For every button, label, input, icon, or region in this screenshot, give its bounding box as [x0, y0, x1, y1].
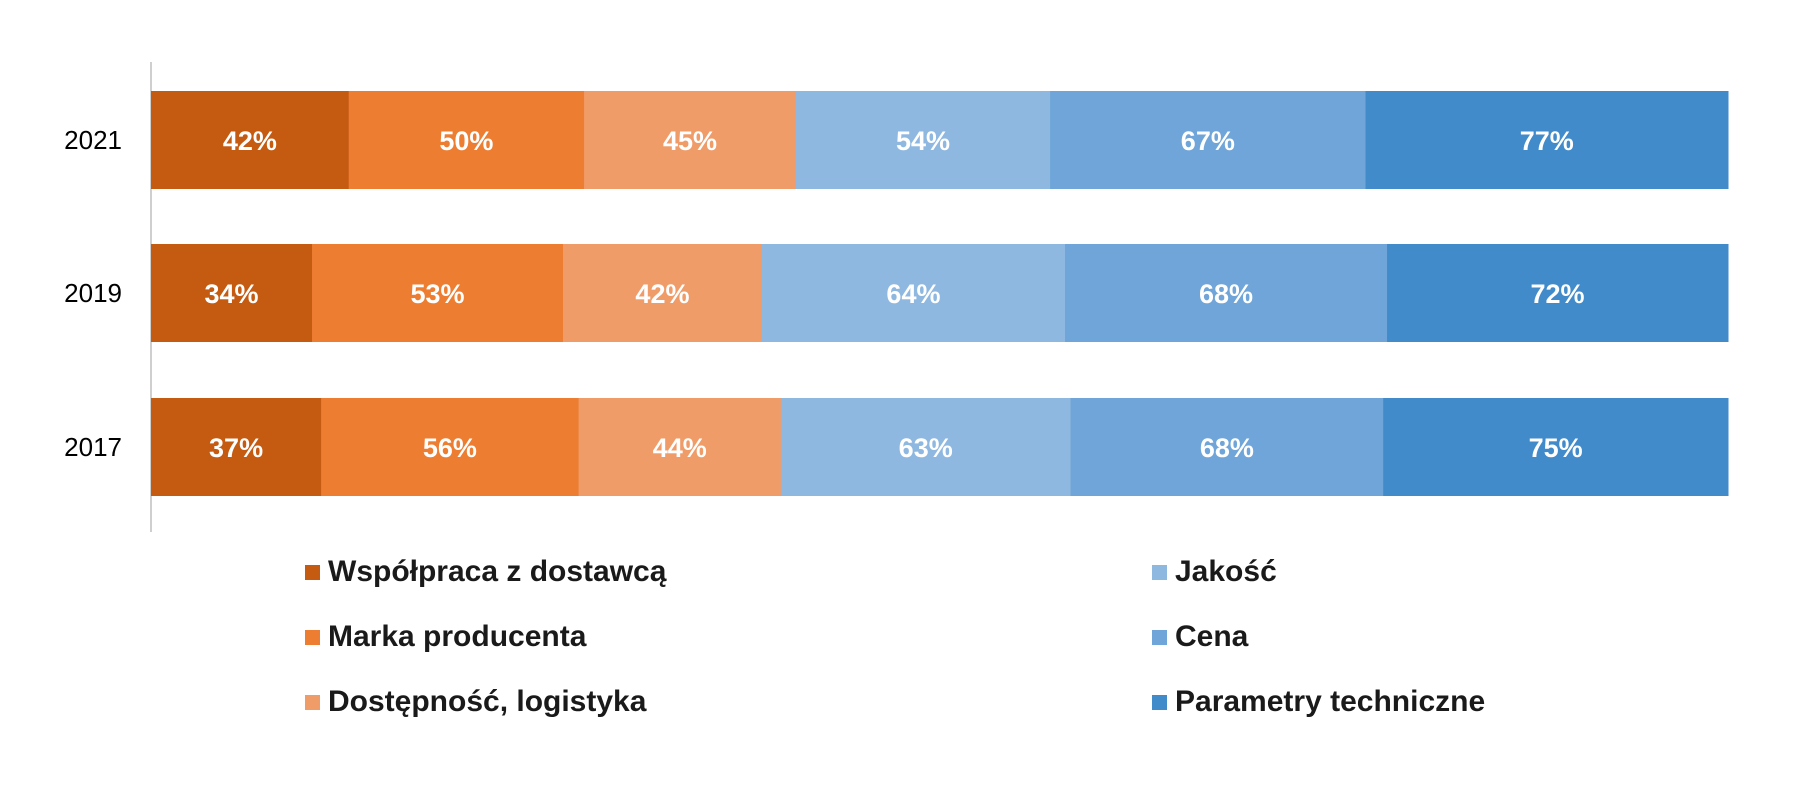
- data-label-2017-0: 37%: [209, 433, 263, 463]
- data-label-2021-3: 54%: [896, 126, 950, 156]
- data-label-2019-5: 72%: [1530, 279, 1584, 309]
- legend-swatch: [305, 564, 320, 580]
- bar-segment-2019-1: [312, 244, 564, 342]
- bar-segment-2019-2: [563, 244, 763, 342]
- bar-segment-2021-3: [795, 91, 1051, 189]
- bar-segment-2019-5: [1387, 244, 1729, 342]
- legend-item-3: Jakość: [1152, 552, 1277, 592]
- data-label-2021-1: 50%: [439, 126, 493, 156]
- bar-segment-2017-5: [1383, 398, 1729, 496]
- bar-segment-2017-3: [780, 398, 1072, 496]
- category-label-2019: 2019: [64, 278, 122, 308]
- bar-segment-2021-0: [151, 91, 350, 189]
- bar-segment-2021-2: [584, 91, 797, 189]
- data-label-2021-0: 42%: [223, 126, 277, 156]
- data-label-2019-0: 34%: [204, 279, 258, 309]
- bar-segment-2017-2: [578, 398, 782, 496]
- category-label-2021: 2021: [64, 125, 122, 155]
- legend-item-0: Współpraca z dostawcą: [305, 552, 666, 592]
- legend-swatch: [305, 694, 320, 710]
- bar-segment-2017-0: [151, 398, 322, 496]
- data-label-2019-4: 68%: [1199, 279, 1253, 309]
- legend-label: Marka producenta: [328, 620, 587, 653]
- bar-segment-2021-5: [1365, 91, 1729, 189]
- legend-label: Parametry techniczne: [1175, 685, 1486, 718]
- data-label-2019-1: 53%: [410, 279, 464, 309]
- legend-item-4: Cena: [1152, 617, 1248, 657]
- legend-label: Jakość: [1175, 555, 1277, 588]
- legend-item-2: Dostępność, logistyka: [305, 682, 646, 722]
- category-label-2017: 2017: [64, 432, 122, 462]
- legend-label: Współpraca z dostawcą: [328, 555, 667, 588]
- data-label-2019-2: 42%: [635, 279, 689, 309]
- legend-swatch: [1152, 629, 1167, 645]
- data-label-2021-4: 67%: [1181, 126, 1235, 156]
- legend-item-1: Marka producenta: [305, 617, 586, 657]
- data-label-2017-2: 44%: [653, 433, 707, 463]
- legend-swatch: [1152, 694, 1167, 710]
- data-label-2019-3: 64%: [886, 279, 940, 309]
- data-label-2021-2: 45%: [663, 126, 717, 156]
- labels-layer: 2021 42% 50% 45% 54% 67% 77% 2019 34% 53% 42% 64% 68…: [64, 125, 1584, 463]
- legend-item-5: Parametry techniczne: [1152, 682, 1485, 722]
- bar-segment-2017-4: [1070, 398, 1384, 496]
- data-label-2017-4: 68%: [1200, 433, 1254, 463]
- legend-label: Cena: [1175, 620, 1249, 653]
- bar-segment-2019-3: [761, 244, 1066, 342]
- data-label-2017-3: 63%: [899, 433, 953, 463]
- bars-layer: [151, 91, 1729, 496]
- data-label-2021-5: 77%: [1520, 126, 1574, 156]
- legend-label: Dostępność, logistyka: [328, 685, 647, 718]
- bar-segment-2017-1: [321, 398, 580, 496]
- legend-swatch: [305, 629, 320, 645]
- bar-segment-2021-4: [1050, 91, 1367, 189]
- legend-swatch: [1152, 564, 1167, 580]
- data-label-2017-1: 56%: [423, 433, 477, 463]
- data-label-2017-5: 75%: [1529, 433, 1583, 463]
- bar-segment-2019-4: [1064, 244, 1388, 342]
- bar-segment-2021-1: [348, 91, 585, 189]
- bar-segment-2019-0: [151, 244, 313, 342]
